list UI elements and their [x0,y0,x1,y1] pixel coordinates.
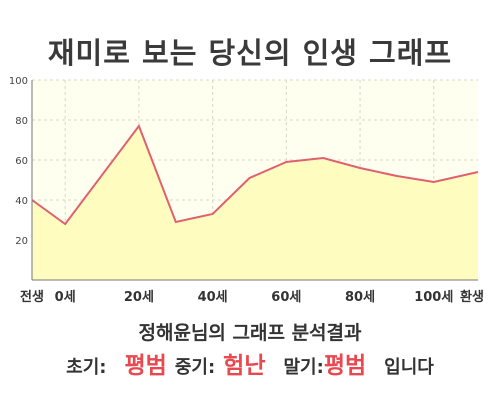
y-tick-label: 80 [15,116,28,127]
x-tick-label: 20세 [124,290,154,305]
area-fill [32,126,478,280]
y-tick-label: 100 [9,76,28,87]
y-tick-label: 60 [15,156,28,167]
result-heading: 정해윤님의 그래프 분석결과 [138,322,362,344]
chart-title: 재미로 보는 당신의 인생 그래프 [47,36,453,70]
x-tick-label: 80세 [345,290,375,305]
late-value: 평범 [323,353,367,379]
early-label: 초기: [66,357,107,378]
x-tick-label: 60세 [271,290,301,305]
x-tick-label: 100세 [414,290,453,305]
x-tick-labels: 전생 0세 20세 40세 60세 80세 100세 환생 [20,289,484,305]
x-tick-label: 0세 [55,290,76,305]
y-tick-label: 20 [15,236,28,247]
y-tick-labels: 20 40 60 80 100 [9,76,28,247]
x-tick-label: 환생 [460,289,484,305]
x-tick-label: 전생 [20,289,44,305]
result-summary: 초기: 평범 중기: 험난 말기:평범 입니다 [0,346,500,380]
mid-label: 중기: [174,357,216,378]
mid-value: 험난 [223,353,266,379]
series-line [31,123,479,226]
late-label: 말기: [283,357,324,378]
y-tick-label: 40 [15,196,28,207]
result-suffix: 입니다 [384,357,434,378]
early-value: 평범 [124,353,167,379]
x-tick-label: 40세 [198,290,228,305]
